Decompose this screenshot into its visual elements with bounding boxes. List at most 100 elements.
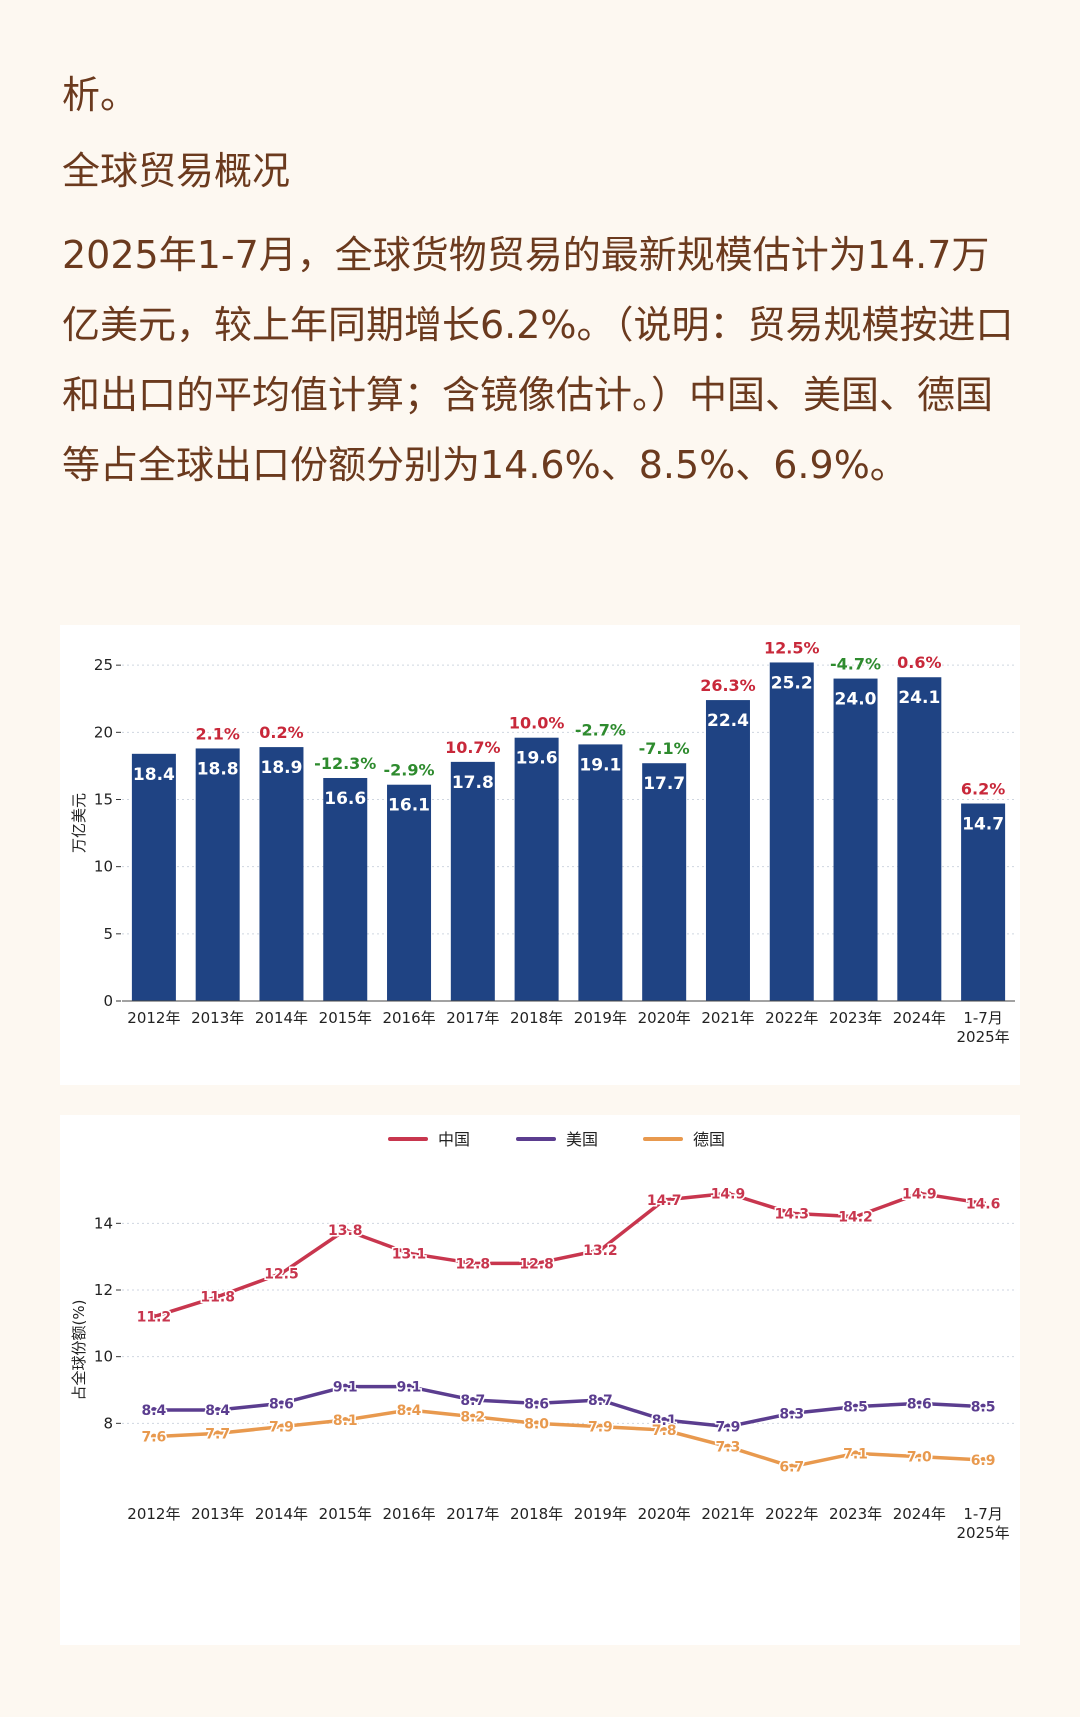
y-tick-label: 20 (94, 723, 113, 741)
bar (450, 761, 495, 1001)
bar (961, 803, 1006, 1001)
data-label: 14.7 (647, 1193, 682, 1209)
data-label: 11.8 (200, 1290, 235, 1306)
data-label: 8.7 (460, 1393, 485, 1409)
data-label: 14.2 (838, 1210, 873, 1226)
bar-value-label: 16.1 (388, 796, 430, 816)
data-label: 12.5 (264, 1266, 299, 1282)
data-label: 7.0 (907, 1450, 932, 1466)
bar (514, 737, 559, 1001)
data-point (661, 1427, 668, 1433)
data-point (788, 1463, 795, 1470)
data-label: 8.5 (843, 1400, 868, 1416)
data-point (342, 1383, 349, 1390)
data-label: 7.9 (269, 1420, 294, 1436)
x-tick-label: 2018年 (510, 1009, 563, 1027)
series-line (152, 1191, 985, 1319)
export-share-line-chart: 8 10 12 14 占全球份额(%) 中国 美国 德国 11.2 11.8 12.5 13.8 13.… (70, 1130, 1015, 1542)
data-label: 8.2 (460, 1410, 485, 1426)
data-point (278, 1423, 285, 1430)
bar-value-label: 16.6 (324, 789, 366, 809)
data-point (533, 1420, 540, 1427)
data-point (724, 1190, 731, 1197)
text-fragment: 析。 (62, 73, 139, 117)
x-tick-label: 2023年 (829, 1505, 882, 1523)
x-tick-label: 2013年 (191, 1009, 244, 1027)
growth-label: 10.7% (445, 738, 501, 757)
y-axis-label: 占全球份额(%) (70, 1300, 88, 1401)
data-point (852, 1213, 859, 1220)
data-label: 6.7 (779, 1460, 804, 1476)
data-label: 11.2 (137, 1310, 172, 1326)
data-point (150, 1407, 157, 1413)
data-point (406, 1383, 413, 1390)
x-tick-label: 2015年 (319, 1009, 372, 1027)
data-label: 6.9 (971, 1453, 996, 1469)
y-tick-label: 14 (94, 1214, 113, 1232)
growth-label: 10.0% (509, 714, 565, 733)
data-point (469, 1413, 476, 1420)
data-point (214, 1407, 221, 1413)
export-share-chart-card: 8 10 12 14 占全球份额(%) 中国 美国 德国 11.2 11.8 12.5 13.8 13.… (60, 1115, 1020, 1645)
x-tick-label: 2017年 (446, 1009, 499, 1027)
growth-label: -7.1% (639, 739, 690, 758)
growth-label: -2.7% (575, 720, 626, 739)
growth-label: 0.2% (259, 723, 303, 742)
data-point (278, 1400, 285, 1407)
data-point (980, 1457, 987, 1463)
data-point (469, 1260, 476, 1267)
y-tick-label: 15 (94, 790, 113, 808)
data-label: 7.9 (588, 1420, 613, 1436)
x-tick-label: 2018年 (510, 1505, 563, 1523)
data-label: 13.8 (328, 1223, 363, 1239)
x-tick-label: 2013年 (191, 1505, 244, 1523)
x-tick-label: 2020年 (638, 1505, 691, 1523)
x-tick-label: 2014年 (255, 1009, 308, 1027)
data-label: 7.6 (141, 1430, 166, 1446)
bar (131, 753, 176, 1001)
data-label: 8.7 (588, 1393, 613, 1409)
data-point (597, 1247, 604, 1253)
y-tick-label: 12 (94, 1281, 113, 1299)
data-point (150, 1313, 157, 1320)
data-label: 14.9 (711, 1186, 746, 1202)
bar (578, 744, 623, 1001)
x-tick-label: 1-7月 2025年 (957, 1505, 1010, 1542)
x-tick-label: 2016年 (382, 1505, 435, 1523)
data-point (852, 1403, 859, 1410)
growth-label: 2.1% (195, 724, 239, 743)
data-label: 7.8 (652, 1423, 677, 1439)
data-point (214, 1430, 221, 1437)
x-tick-label: 2020年 (638, 1009, 691, 1027)
data-point (661, 1197, 668, 1203)
data-label: 8.6 (907, 1396, 932, 1412)
data-point (342, 1227, 349, 1233)
bar (259, 747, 304, 1001)
bar-value-label: 14.7 (962, 815, 1004, 835)
bar (323, 777, 368, 1001)
legend-label: 中国 (438, 1130, 470, 1149)
data-point (788, 1410, 795, 1417)
data-point (406, 1407, 413, 1413)
data-label: 8.6 (524, 1396, 549, 1412)
data-label: 12.8 (456, 1256, 491, 1272)
x-tick-label: 2021年 (701, 1505, 754, 1523)
data-label: 9.1 (397, 1380, 422, 1396)
y-axis-label: 万亿美元 (70, 793, 88, 853)
trade-volume-bar-chart: 0 5 10 15 20 25 万亿美元 18.4 2012年 18.8 2.1% 2013年 18.9… (70, 638, 1015, 1046)
data-label: 8.6 (269, 1396, 294, 1412)
y-tick-label: 25 (94, 656, 113, 674)
data-point (661, 1417, 668, 1423)
data-point (342, 1417, 349, 1423)
growth-label: 26.3% (700, 676, 756, 695)
bar (642, 763, 687, 1001)
legend-label: 德国 (693, 1130, 725, 1149)
x-tick-label: 2021年 (701, 1009, 754, 1027)
data-label: 14.6 (966, 1196, 1001, 1212)
y-tick-label: 10 (94, 858, 113, 876)
data-label: 13.1 (392, 1246, 427, 1262)
bar-value-label: 24.1 (898, 688, 940, 708)
bar-value-label: 25.2 (771, 673, 813, 693)
section-title: 全球贸易概况 (62, 149, 291, 193)
x-tick-label: 2016年 (382, 1009, 435, 1027)
